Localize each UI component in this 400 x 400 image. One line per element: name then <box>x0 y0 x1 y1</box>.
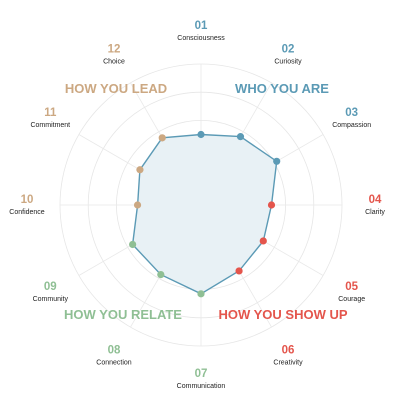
axis-label-choice: Choice <box>103 58 125 65</box>
group-label-how-you-relate: HOW YOU RELATE <box>64 307 182 322</box>
group-label-how-you-lead: HOW YOU LEAD <box>65 81 167 96</box>
axis-label-commitment: Commitment <box>30 122 70 129</box>
axis-number-06: 06 <box>282 345 295 357</box>
axis-number-03: 03 <box>345 107 358 119</box>
axis-labels: 01 Consciousness 02 Curiosity 03 Compassion 04… <box>9 20 385 390</box>
axis-number-01: 01 <box>195 20 208 32</box>
axis-number-02: 02 <box>282 43 295 55</box>
data-point-courage <box>259 237 267 245</box>
data-point-curiosity <box>236 133 245 141</box>
axis-label-clarity: Clarity <box>365 209 385 216</box>
data-point-creativity <box>235 267 243 275</box>
axis-number-04: 04 <box>369 194 382 206</box>
axis-number-05: 05 <box>345 281 358 293</box>
axis-label-connection: Connection <box>96 360 132 367</box>
axis-label-community: Community <box>33 296 69 303</box>
data-points <box>129 130 281 298</box>
axis-label-creativity: Creativity <box>273 360 303 367</box>
data-point-commitment <box>136 166 144 174</box>
data-point-consciousness <box>197 130 205 139</box>
data-point-communication <box>197 290 205 298</box>
data-point-community <box>129 240 137 249</box>
axis-number-11: 11 <box>44 107 57 119</box>
axis-label-curiosity: Curiosity <box>274 58 302 65</box>
data-point-clarity <box>267 201 276 209</box>
group-label-who-you-are: WHO YOU ARE <box>235 81 329 96</box>
axis-label-courage: Courage <box>338 296 365 303</box>
axis-label-communication: Communication <box>177 383 226 390</box>
axis-number-12: 12 <box>108 43 121 55</box>
axis-number-09: 09 <box>44 281 57 293</box>
axis-number-07: 07 <box>195 368 208 380</box>
group-label-how-you-show-up: HOW YOU SHOW UP <box>218 307 347 322</box>
data-point-choice <box>158 134 166 142</box>
axis-label-consciousness: Consciousness <box>177 35 225 42</box>
axis-number-08: 08 <box>108 345 121 357</box>
axis-label-compassion: Compassion <box>332 122 371 129</box>
data-point-compassion <box>273 157 281 165</box>
data-point-connection <box>157 271 165 279</box>
axis-label-confidence: Confidence <box>9 209 45 216</box>
axis-number-10: 10 <box>21 194 34 206</box>
data-point-confidence <box>133 201 142 209</box>
